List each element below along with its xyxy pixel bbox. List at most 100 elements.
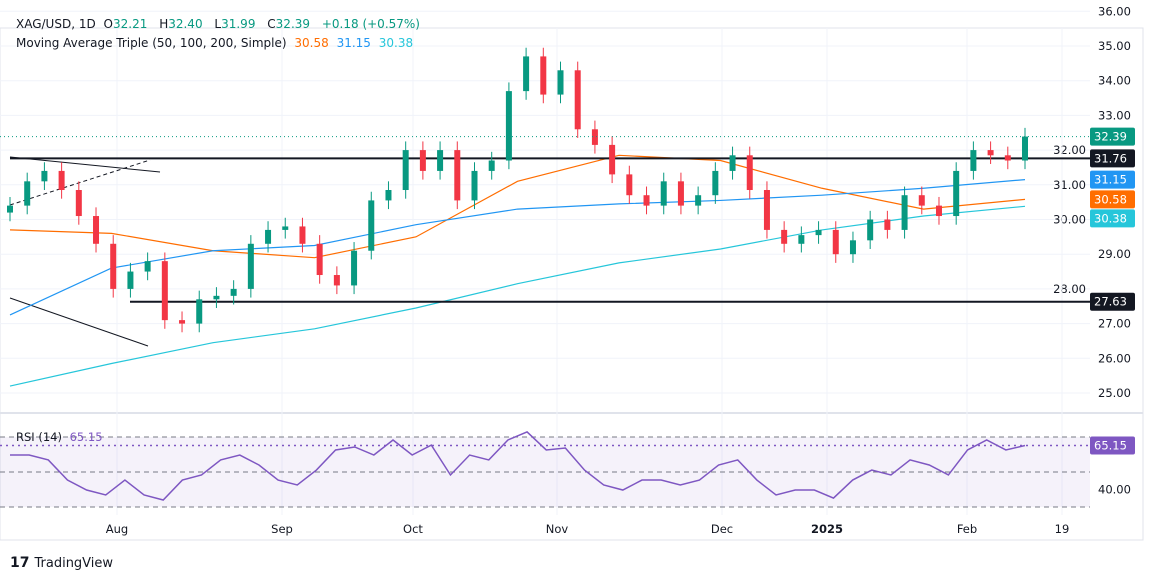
- trendline-dashed: [9, 159, 151, 206]
- candle-up: [849, 240, 856, 255]
- price-tick: 36.00: [1098, 4, 1131, 18]
- candle-down: [781, 229, 788, 244]
- candle-up: [471, 170, 478, 201]
- price-tick: 32.00: [1053, 143, 1086, 157]
- price-badge-label: 30.58: [1094, 192, 1127, 206]
- candle-down: [643, 195, 650, 206]
- candle-down: [832, 229, 839, 255]
- candle-down: [333, 275, 340, 286]
- candle-up: [402, 150, 409, 191]
- ma200-line: [9, 205, 1026, 387]
- candle-up: [196, 299, 203, 324]
- candle-up: [7, 205, 13, 213]
- ma100-value: 31.15: [336, 36, 371, 50]
- price-tick: 34.00: [1098, 74, 1131, 88]
- candle-down: [935, 205, 942, 217]
- price-change: +0.18 (+0.57%): [321, 17, 420, 31]
- price-badge: [1090, 149, 1135, 168]
- price-tick: 30.00: [1053, 213, 1086, 227]
- rsi-badge-label: 65.15: [1094, 438, 1127, 452]
- ohlc-open: O32.21: [104, 17, 152, 31]
- low-value: 31.99: [221, 17, 256, 31]
- ma50-value: 30.58: [294, 36, 329, 50]
- high-label: H: [159, 17, 169, 31]
- candle-up: [867, 219, 874, 241]
- time-tick: Dec: [711, 522, 733, 536]
- open-value: 32.21: [113, 17, 148, 31]
- rsi-legend: RSI (14) 65.15: [16, 430, 107, 444]
- tv-logo-icon: 𝟭𝟳: [10, 555, 30, 571]
- symbol-label: XAG/USD, 1D: [16, 17, 96, 31]
- candle-up: [144, 261, 151, 272]
- candle-down: [299, 226, 306, 244]
- price-badge-label: 32.39: [1094, 130, 1127, 144]
- candle-up: [230, 288, 237, 296]
- ohlc-close: C32.39: [267, 17, 314, 31]
- candle-up: [901, 195, 908, 230]
- candle-down: [93, 216, 100, 244]
- price-badge-label: 30.38: [1094, 211, 1127, 225]
- low-label: L: [214, 17, 222, 31]
- price-badge-label: 31.76: [1094, 151, 1127, 165]
- price-badge: [1090, 170, 1135, 189]
- high-value: 32.40: [168, 17, 203, 31]
- rsi-badge: [1090, 436, 1135, 455]
- candle-down: [677, 181, 684, 206]
- tradingview-logo[interactable]: 𝟭𝟳 TradingView: [10, 555, 113, 571]
- price-badge-label: 31.15: [1094, 173, 1127, 187]
- chart-frame: [0, 27, 1144, 541]
- candle-up: [1022, 136, 1028, 161]
- candle-down: [763, 190, 770, 230]
- close-label: C: [267, 17, 276, 31]
- candle-down: [591, 129, 598, 145]
- candle-up: [385, 190, 392, 201]
- ma200-value: 30.38: [378, 36, 414, 50]
- candle-down: [58, 170, 65, 191]
- price-tick: 31.00: [1053, 178, 1086, 192]
- candle-up: [798, 235, 805, 244]
- ohlc-high: H32.40: [159, 17, 206, 31]
- symbol-legend: XAG/USD, 1D O32.21 H32.40 L31.99 C32.39 …: [16, 17, 424, 31]
- rsi-line: [10, 431, 1026, 501]
- trendline: [9, 156, 161, 173]
- candle-up: [368, 200, 375, 251]
- time-tick: Oct: [403, 522, 423, 536]
- candle-up: [729, 155, 736, 171]
- trendline: [9, 297, 149, 347]
- brand-name: TradingView: [34, 555, 114, 571]
- price-tick: 35.00: [1098, 39, 1131, 53]
- time-tick: Aug: [106, 522, 128, 536]
- candle-up: [24, 181, 31, 206]
- price-tick: 26.00: [1098, 351, 1131, 365]
- price-badge: [1090, 127, 1135, 146]
- candle-down: [626, 174, 633, 196]
- candle-down: [161, 261, 168, 321]
- candle-down: [179, 320, 186, 324]
- candle-up: [247, 243, 254, 289]
- candle-up: [953, 170, 960, 217]
- ma100-line: [9, 178, 1026, 316]
- candle-down: [884, 219, 891, 230]
- candle-down: [987, 150, 994, 156]
- price-badge: [1090, 209, 1135, 228]
- candle-up: [127, 271, 134, 289]
- candle-up: [351, 250, 358, 286]
- time-tick: Feb: [957, 522, 977, 536]
- candle-down: [316, 243, 323, 276]
- price-badge: [1090, 292, 1135, 311]
- candle-up: [712, 170, 719, 196]
- price-badge: [1090, 190, 1135, 209]
- ohlc-low: L31.99: [214, 17, 259, 31]
- candle-down: [609, 144, 616, 175]
- price-tick: 28.00: [1053, 282, 1086, 296]
- candle-up: [488, 160, 495, 171]
- candle-down: [75, 190, 82, 217]
- rsi-tick: 40.00: [1098, 483, 1131, 497]
- candle-up: [815, 229, 822, 236]
- candle-up: [660, 181, 667, 206]
- price-tick: 27.00: [1098, 317, 1131, 331]
- price-tick: 25.00: [1098, 386, 1131, 400]
- candle-up: [695, 195, 702, 206]
